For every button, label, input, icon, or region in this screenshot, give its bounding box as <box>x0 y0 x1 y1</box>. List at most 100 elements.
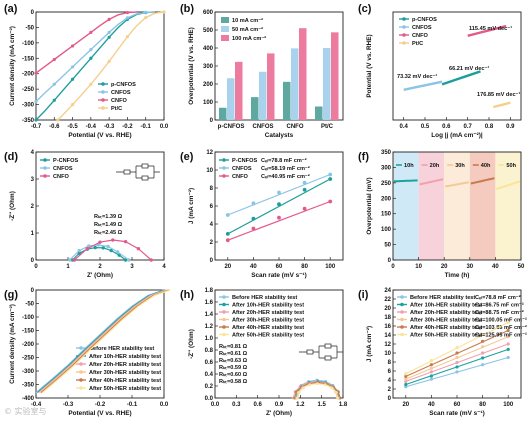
y-tick-label: -200 <box>22 72 35 78</box>
region-series-0 <box>393 179 418 183</box>
legend-3-label: After 30h-HER stability test <box>89 370 161 376</box>
series-point-1 <box>52 82 56 86</box>
series-line-0 <box>35 289 165 394</box>
x-tick-label: -0.3 <box>104 124 115 130</box>
series-line-0 <box>441 70 481 86</box>
y-tick-label: 1.6 <box>205 300 214 306</box>
series-point-5 <box>330 386 334 390</box>
legend-1-label: CNFOS <box>111 90 131 96</box>
legend-2-marker <box>101 98 105 102</box>
series-point-1 <box>67 258 72 262</box>
series-line-2 <box>467 24 507 37</box>
series-point-1 <box>328 172 333 177</box>
series-line-1 <box>36 289 166 394</box>
legend-1-label: After 10h-HER stability test <box>89 354 161 360</box>
category-label: CNFO <box>287 124 304 130</box>
legend-swatch-0 <box>221 17 229 23</box>
legend-4-marker <box>400 325 404 329</box>
bar-1-0 <box>227 78 235 120</box>
y-tick-label: -200 <box>22 342 35 348</box>
legend-4-marker <box>222 325 226 329</box>
series-point-3 <box>429 366 433 370</box>
legend-1-label: After 10h-HER stability test <box>410 303 482 309</box>
y-tick-label: 4 <box>31 150 35 156</box>
series-line-5 <box>42 289 171 394</box>
panel-tag: (i) <box>358 289 369 301</box>
series-point-5 <box>295 396 299 400</box>
y-tick-label: 0.6 <box>205 360 214 366</box>
series-point-1 <box>77 248 81 253</box>
y-tick-label: -300 <box>22 103 35 109</box>
x-tick-label: -0.4 <box>86 124 97 130</box>
legend-1-marker <box>402 25 406 29</box>
legend-2-label: CNFO <box>412 33 428 39</box>
series-line-1 <box>403 80 443 91</box>
legend-0-label: Before HER stability test <box>232 295 297 301</box>
rct-label-0: Rₕₜ=1.39 Ω <box>94 214 123 220</box>
y-axis-label: Potential (V vs. RHE) <box>366 34 373 97</box>
legend-0-marker <box>101 82 105 86</box>
bar-0-2 <box>283 81 291 120</box>
panel-c: (c) 0.4 0.5 0.6 0.7 0.8 0.9 Log |j (mA cm⁻²)| Po… <box>358 3 522 139</box>
bar-0-3 <box>315 106 323 120</box>
x-axis-label: Log |j (mA cm⁻²)| <box>431 132 483 139</box>
x-tick-label: 50 <box>518 264 525 270</box>
series-point-4 <box>481 339 485 343</box>
series-point-3 <box>107 59 111 63</box>
legend-5-marker <box>222 332 226 337</box>
y-tick-label: 6 <box>210 204 214 210</box>
legend-5-label: After 50h-HER stability test <box>89 386 161 392</box>
series-line-3 <box>493 101 511 109</box>
series-point-2 <box>98 240 102 244</box>
x-axis-label: Catalysts <box>265 132 294 139</box>
cdl-label-1: Cₑₗ=58.19 mF cm⁻² <box>261 165 310 172</box>
x-tick-label: 3 <box>130 264 134 270</box>
series-line-1 <box>35 11 155 103</box>
circuit-rct <box>141 175 149 181</box>
y-tick-label: 0.8 <box>205 348 214 354</box>
series-point-2 <box>72 258 77 262</box>
legend-4-label: After 40h-HER stability test <box>89 378 161 384</box>
y-axis-label: Current density (mA cm⁻²) <box>9 26 16 106</box>
x-tick-label: 20 <box>441 264 448 270</box>
legend-2-marker <box>400 310 404 314</box>
y-tick-label: 0 <box>31 258 35 264</box>
rct-label-3: Rₕₜ=0.59 Ω <box>219 365 248 371</box>
y-tick-label: 8 <box>388 360 392 366</box>
y-tick-label: 1.2 <box>205 324 214 330</box>
y-tick-label: 0.2 <box>205 384 214 390</box>
series-point-2 <box>89 30 93 34</box>
series-point-2 <box>107 17 111 22</box>
bar-0-0 <box>219 107 227 120</box>
y-tick-label: -350 <box>22 118 35 124</box>
series-point-4 <box>293 396 297 400</box>
x-tick-label: 80 <box>479 402 486 408</box>
x-tick-label: -0.3 <box>63 402 74 408</box>
y-tick-label: 0 <box>31 10 35 16</box>
y-tick-label: -150 <box>22 329 35 335</box>
circuit-resistor <box>123 169 131 175</box>
region-series-4 <box>496 180 521 190</box>
equivalent-circuit-icon <box>299 343 343 361</box>
x-tick-label: 100 <box>503 402 514 408</box>
y-tick-label: 1 <box>31 231 35 237</box>
legend-0-marker <box>402 17 406 21</box>
series-point-1 <box>302 180 307 185</box>
x-tick-label: -0.7 <box>31 124 42 130</box>
x-tick-label: 0.9 <box>275 402 284 408</box>
y-tick-label: 300 <box>203 64 214 70</box>
y-tick-label: 14 <box>384 333 391 339</box>
series-point-1 <box>506 347 510 351</box>
series-point-4 <box>429 363 433 367</box>
bar-1-1 <box>259 71 267 120</box>
series-point-0 <box>77 251 81 255</box>
series-line-2 <box>35 11 137 74</box>
series-point-0 <box>34 118 38 122</box>
legend-2-label: CNFO <box>232 174 248 180</box>
panel-d: (d) 0 1 2 3 4 0 1 2 3 4 Z' (Ohm) -Z'' (Ohm) P-CNFOS CN… <box>4 150 166 279</box>
legend-4-marker <box>79 378 83 382</box>
y-axis-label: -Z'' (Ohm) <box>188 329 195 359</box>
series-point-1 <box>106 244 110 249</box>
y-tick-label: 8 <box>210 186 214 192</box>
y-axis-label: J (mA cm⁻²) <box>188 188 195 224</box>
